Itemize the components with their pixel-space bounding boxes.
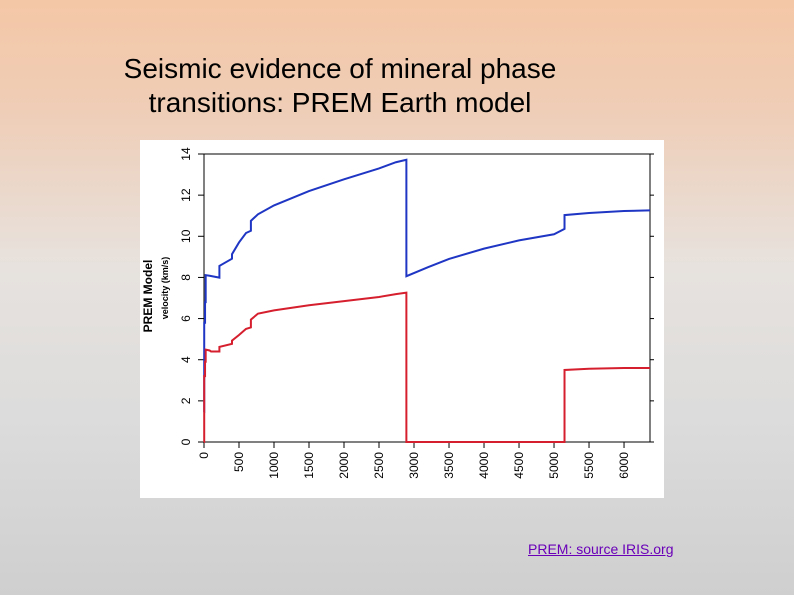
- chart-series: [203, 158, 651, 443]
- x-tick-label: 1500: [302, 452, 316, 479]
- y-tick-label: 6: [179, 315, 193, 322]
- x-tick-label: 3000: [407, 452, 421, 479]
- x-tick-label: 500: [232, 452, 246, 472]
- x-tick-label: 4000: [477, 452, 491, 479]
- y-tick-label: 10: [179, 229, 193, 243]
- slide-title-line-2: transitions: PREM Earth model: [148, 87, 532, 118]
- x-tick-label: 4500: [512, 452, 526, 479]
- y-axis-label: velocity (km/s): [160, 257, 170, 320]
- x-tick-label: 6000: [617, 452, 631, 479]
- y-tick-label: 8: [179, 274, 193, 281]
- chart-axes: [203, 153, 651, 443]
- prem-velocity-chart: 0 2 4 6 8 10 12 14 0 500 1000 1500 2000 2500 3000 3500 4…: [141, 147, 654, 479]
- series-line-blue: [203, 158, 651, 414]
- y-tick-label: 12: [179, 188, 193, 202]
- slide-title: Seismic evidence of mineral phase transi…: [90, 52, 590, 120]
- chart-ticks: 0 2 4 6 8 10 12 14 0 500 1000 1500 2000 2500 3000 3500 4…: [179, 147, 654, 479]
- y-tick-label: 2: [179, 397, 193, 404]
- plot-frame: [203, 153, 651, 443]
- x-tick-label: 3500: [442, 452, 456, 479]
- x-tick-label: 1000: [267, 452, 281, 479]
- source-link[interactable]: PREM: source IRIS.org: [528, 541, 674, 557]
- y-tick-label: 14: [179, 147, 193, 161]
- y-tick-label: 0: [179, 438, 193, 445]
- x-tick-label: 0: [197, 452, 211, 459]
- series-line-red: [203, 291, 650, 443]
- chart-title: PREM Model: [141, 260, 155, 333]
- x-tick-label: 2500: [372, 452, 386, 479]
- y-tick-label: 4: [179, 356, 193, 363]
- x-tick-label: 5000: [547, 452, 561, 479]
- slide-title-line-1: Seismic evidence of mineral phase: [123, 53, 557, 84]
- x-tick-label: 5500: [582, 452, 596, 479]
- prem-chart-panel: 0 2 4 6 8 10 12 14 0 500 1000 1500 2000 2500 3000 3500 4…: [140, 140, 664, 498]
- x-tick-label: 2000: [337, 452, 351, 479]
